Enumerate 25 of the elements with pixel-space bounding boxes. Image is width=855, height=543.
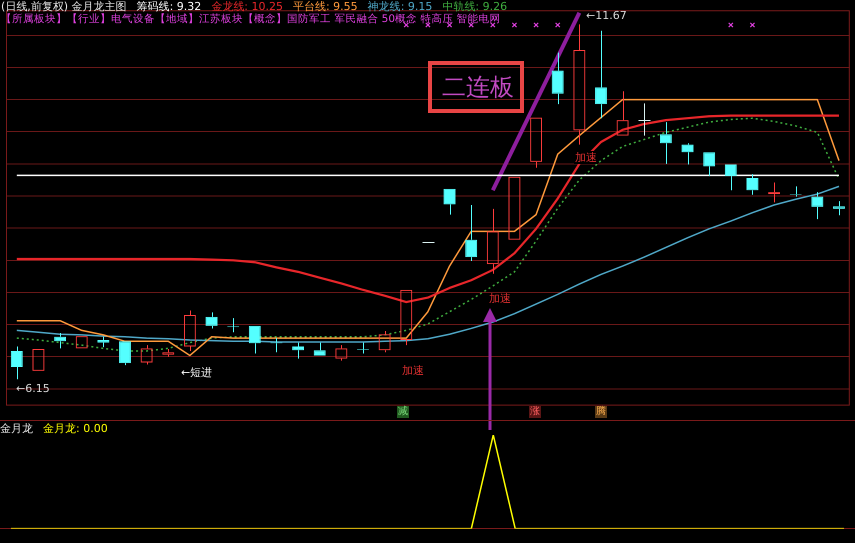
annotation: ←6.15 (16, 382, 50, 396)
text: 中轨线: 9.26 (442, 0, 508, 13)
annotation: 加速 (489, 292, 511, 306)
text: 减 (397, 406, 409, 418)
candlestick (552, 52, 564, 105)
candlestick (314, 342, 326, 356)
candlestick (638, 102, 651, 136)
chart-subtitle: 【所属板块】【行业】电气设备【地域】江苏板块【概念】国防军工 军民融合 50概念 特高压 智能电网 (1, 13, 501, 26)
text: 涨 (529, 406, 541, 418)
annotation: 加速 (402, 364, 424, 378)
candlestick (119, 341, 131, 366)
candlestick (54, 332, 66, 349)
text: 金月龙: 0.00 (43, 422, 108, 435)
candlestick (292, 342, 304, 360)
text: 神龙线: 9.15 (368, 0, 432, 13)
annotation: ←11.67 (586, 9, 627, 22)
annotation: 二连板 (428, 61, 524, 113)
chart-title: 金月龙 (0, 422, 33, 435)
annotation: ←短进 (181, 366, 212, 380)
text: 金龙线: 10.25 (211, 0, 283, 13)
chart-title: (日线,前复权) 金月龙主图 (1, 0, 127, 13)
text: 腾 (595, 406, 607, 418)
annotation: 加速 (574, 151, 598, 164)
text: 平台线: 9.55 (292, 0, 358, 13)
text: 筹码线: 9.32 (136, 0, 202, 13)
